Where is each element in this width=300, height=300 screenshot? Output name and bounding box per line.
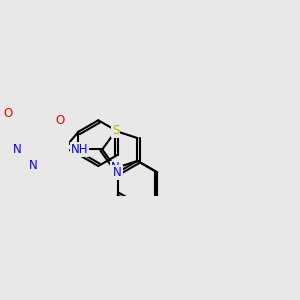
Text: O: O [4, 107, 13, 120]
Text: S: S [112, 124, 119, 137]
Text: N: N [111, 161, 120, 175]
Text: N: N [113, 166, 122, 179]
Text: O: O [55, 114, 64, 128]
Text: N: N [29, 159, 38, 172]
Text: NH: NH [70, 143, 88, 156]
Text: N: N [13, 143, 21, 156]
